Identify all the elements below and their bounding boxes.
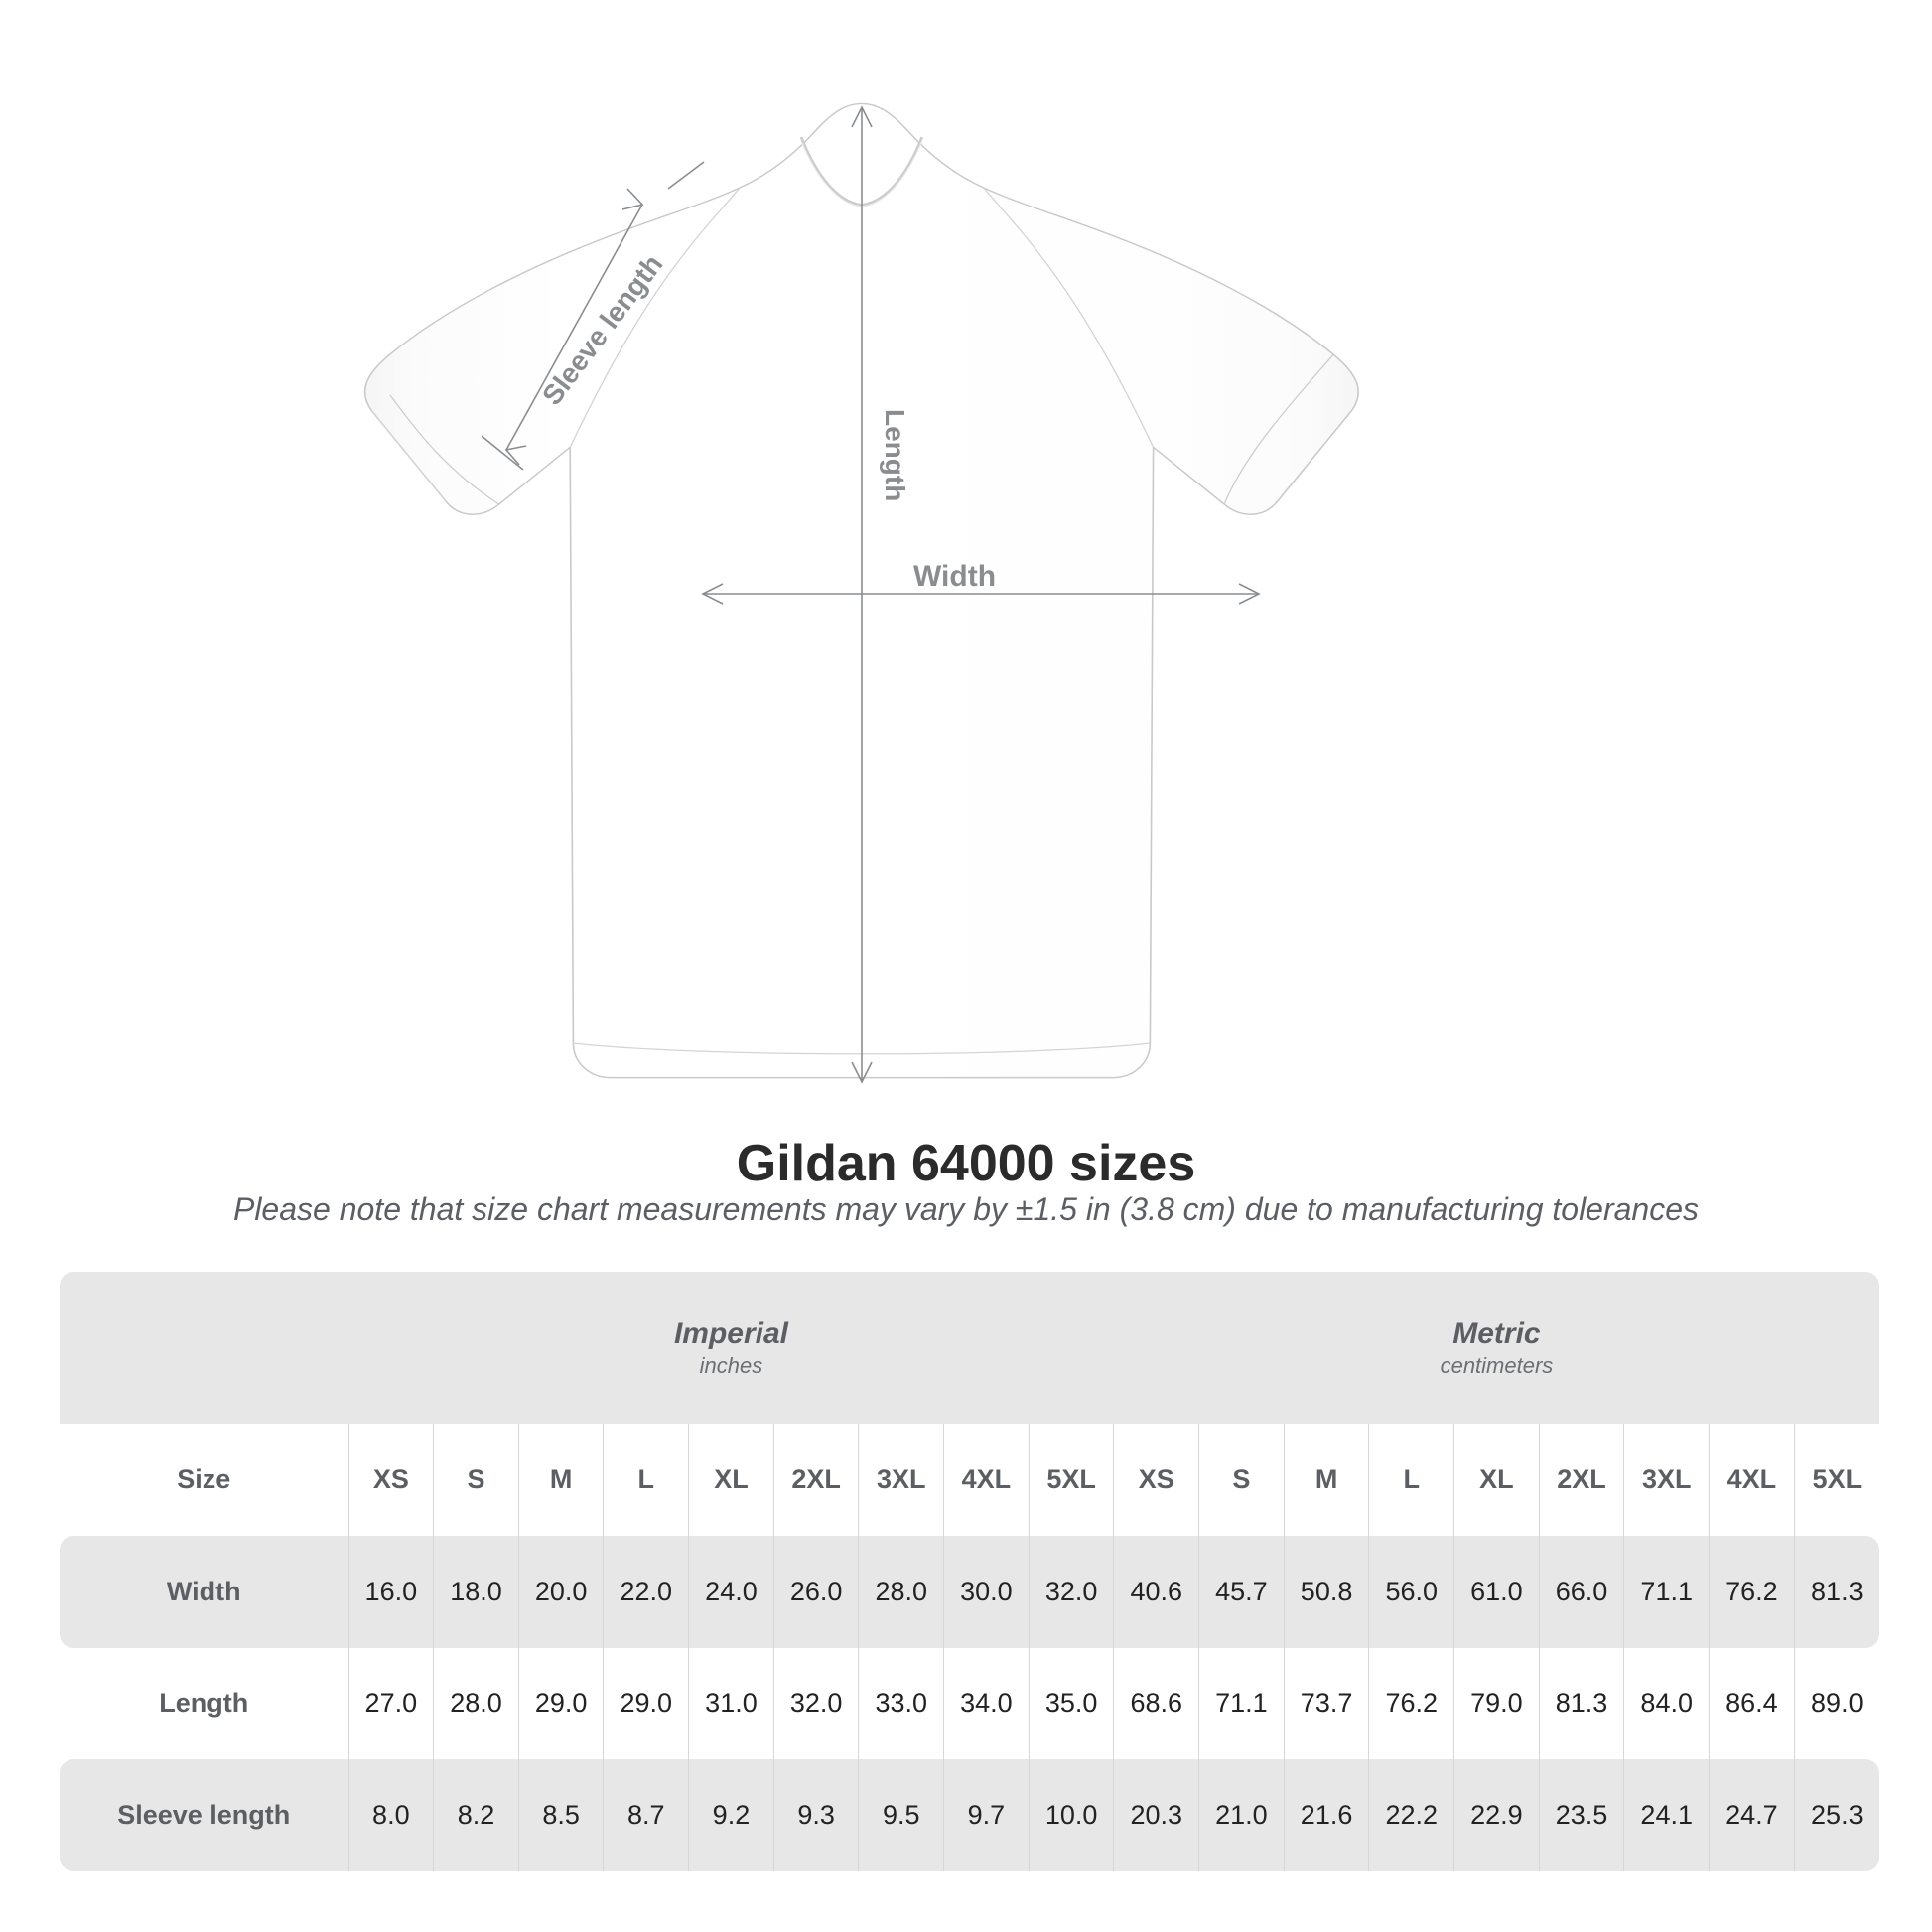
svg-text:Width: Width bbox=[913, 560, 996, 593]
svg-text:Length: Length bbox=[880, 409, 910, 501]
